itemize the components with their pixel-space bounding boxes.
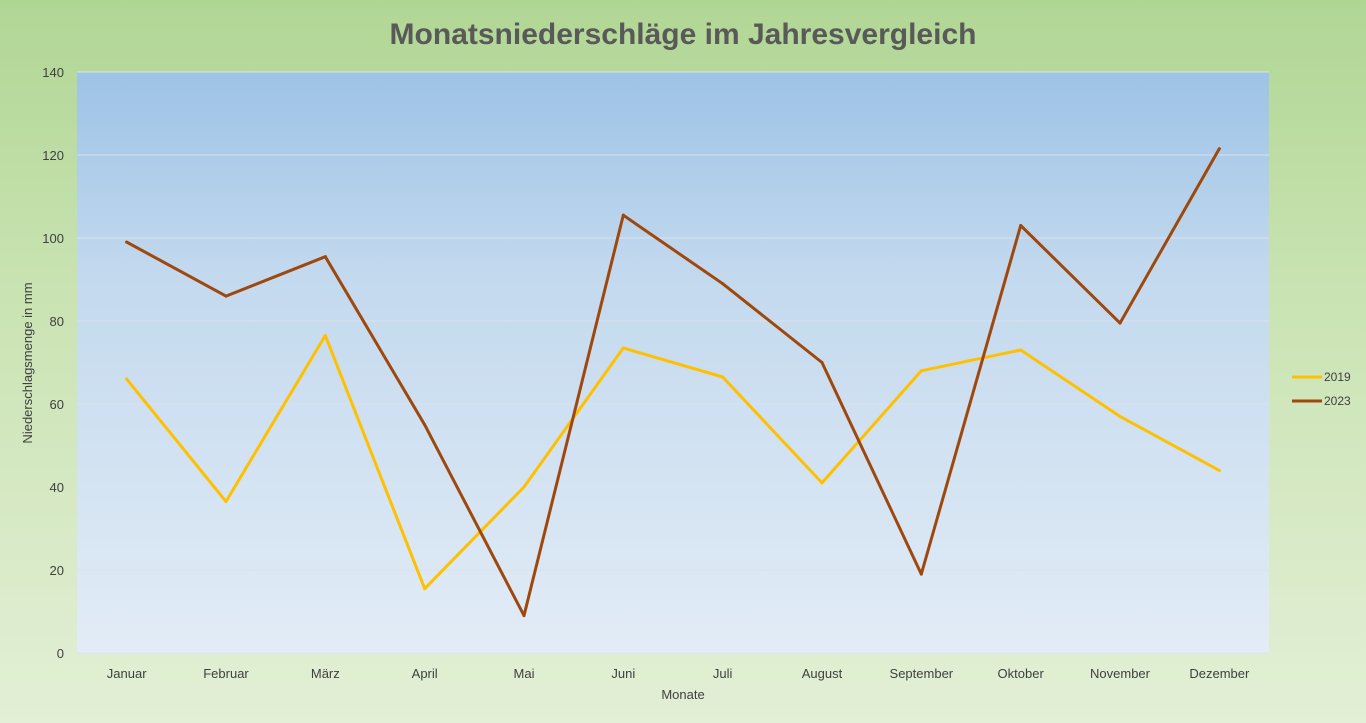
- legend-label: 2023: [1324, 394, 1351, 408]
- y-axis-ticks: 0 20 40 60 80 100 120 140: [42, 65, 64, 661]
- data-point-2023: [919, 572, 923, 576]
- y-tick-label: 100: [42, 231, 64, 246]
- gridlines: [77, 71, 1269, 654]
- x-tick-label: Juli: [713, 666, 733, 681]
- data-point-2023: [1217, 147, 1221, 151]
- data-point-2019: [1118, 414, 1122, 418]
- data-point-2023: [323, 255, 327, 259]
- y-tick-label: 0: [57, 646, 64, 661]
- data-point-2023: [721, 282, 725, 286]
- y-tick-label: 40: [50, 480, 64, 495]
- y-tick-label: 80: [50, 314, 64, 329]
- x-axis-ticks: Januar Februar März April Mai Juni Juli August S…: [107, 666, 1250, 681]
- x-tick-label: April: [412, 666, 438, 681]
- data-point-2019: [522, 485, 526, 489]
- data-point-2019: [820, 481, 824, 485]
- x-tick-label: September: [890, 666, 954, 681]
- series-line-2019: [125, 334, 1221, 591]
- data-point-2019: [721, 375, 725, 379]
- x-tick-label: Juni: [611, 666, 635, 681]
- data-point-2019: [125, 377, 129, 381]
- y-tick-label: 140: [42, 65, 64, 80]
- data-point-2019: [224, 500, 228, 504]
- data-point-2019: [919, 369, 923, 373]
- x-tick-label: Oktober: [998, 666, 1045, 681]
- data-point-2023: [522, 614, 526, 618]
- data-point-2023: [224, 294, 228, 298]
- data-point-2019: [1217, 468, 1221, 472]
- data-point-2023: [1019, 224, 1023, 228]
- y-axis-label: Niederschlagsmenge in mm: [20, 282, 35, 443]
- y-tick-label: 60: [50, 397, 64, 412]
- data-point-2019: [1019, 348, 1023, 352]
- data-point-2019: [621, 346, 625, 350]
- x-tick-label: Mai: [514, 666, 535, 681]
- x-axis-label: Monate: [661, 687, 704, 702]
- data-point-2023: [423, 423, 427, 427]
- series-line-2023: [125, 147, 1221, 618]
- legend: 2019 2023: [1292, 370, 1351, 408]
- data-point-2023: [820, 361, 824, 364]
- data-point-2023: [125, 240, 129, 244]
- x-tick-label: März: [311, 666, 340, 681]
- y-tick-label: 120: [42, 148, 64, 163]
- data-point-2023: [1118, 321, 1122, 325]
- legend-label: 2019: [1324, 370, 1351, 384]
- x-tick-label: August: [802, 666, 843, 681]
- data-point-2023: [621, 213, 625, 217]
- series-lines: [125, 147, 1221, 618]
- x-tick-label: Dezember: [1189, 666, 1250, 681]
- x-tick-label: Februar: [203, 666, 249, 681]
- x-tick-label: November: [1090, 666, 1151, 681]
- y-tick-label: 20: [50, 563, 64, 578]
- chart-title: Monatsniederschläge im Jahresvergleich: [390, 18, 977, 51]
- x-tick-label: Januar: [107, 666, 147, 681]
- data-point-2019: [423, 587, 427, 591]
- data-point-2019: [323, 334, 327, 338]
